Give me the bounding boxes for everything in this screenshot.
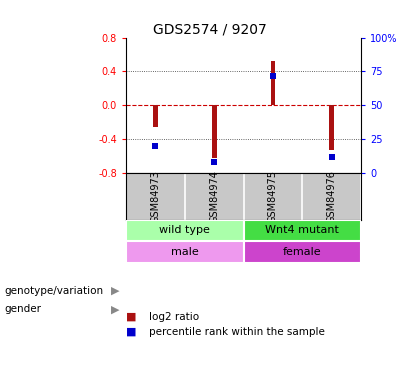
- Text: GDS2574 / 9207: GDS2574 / 9207: [153, 22, 267, 36]
- Text: GSM84975: GSM84975: [268, 170, 278, 223]
- Text: ■: ■: [126, 312, 136, 322]
- Text: gender: gender: [4, 304, 41, 314]
- Bar: [244, 220, 361, 241]
- Bar: [126, 220, 244, 241]
- Bar: [153, 105, 158, 127]
- Text: ▶: ▶: [111, 286, 120, 296]
- Bar: [270, 61, 276, 105]
- Bar: [329, 105, 334, 150]
- Text: female: female: [283, 247, 322, 257]
- Text: GSM84973: GSM84973: [150, 170, 160, 223]
- Text: ▶: ▶: [111, 304, 120, 314]
- Bar: [244, 241, 361, 262]
- Text: percentile rank within the sample: percentile rank within the sample: [149, 327, 325, 337]
- Bar: [212, 105, 217, 158]
- Text: GSM84976: GSM84976: [327, 170, 337, 223]
- Text: log2 ratio: log2 ratio: [149, 312, 199, 322]
- Text: GSM84974: GSM84974: [209, 170, 219, 223]
- Text: male: male: [171, 247, 199, 257]
- Text: Wnt4 mutant: Wnt4 mutant: [265, 225, 339, 236]
- Text: wild type: wild type: [159, 225, 210, 236]
- Text: ■: ■: [126, 327, 136, 337]
- Text: genotype/variation: genotype/variation: [4, 286, 103, 296]
- Bar: [126, 241, 244, 262]
